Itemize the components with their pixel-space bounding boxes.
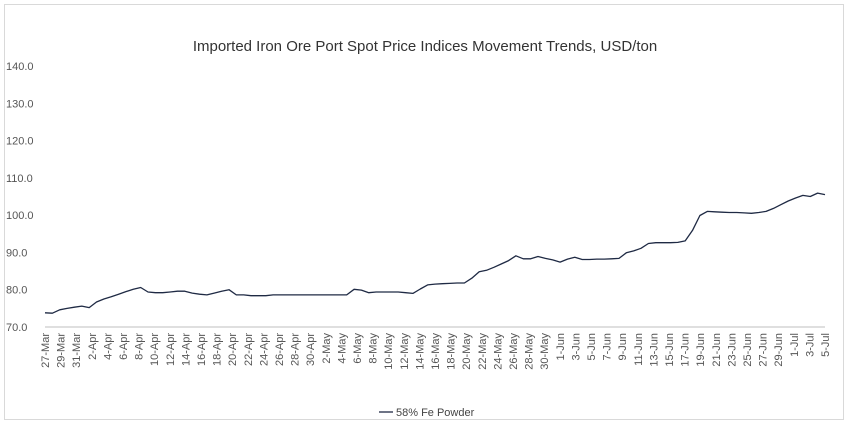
- y-tick-label: 100.0: [6, 210, 34, 222]
- x-tick-label: 4-Apr: [102, 333, 114, 360]
- x-tick-label: 30-May: [539, 333, 551, 370]
- chart-title: Imported Iron Ore Port Spot Price Indice…: [193, 38, 657, 55]
- x-tick-label: 16-Apr: [196, 333, 208, 366]
- x-tick-label: 30-Apr: [305, 333, 317, 366]
- x-tick-label: 1-Jun: [555, 333, 567, 361]
- x-tick-label: 19-Jun: [695, 333, 707, 367]
- x-tick-label: 26-Apr: [274, 333, 286, 366]
- x-tick-label: 20-May: [461, 333, 473, 370]
- y-tick-label: 70.0: [6, 322, 27, 334]
- y-tick-label: 90.0: [6, 247, 27, 259]
- x-tick-label: 22-Apr: [243, 333, 255, 366]
- x-tick-label: 14-Apr: [180, 333, 192, 366]
- x-tick-label: 18-May: [446, 333, 458, 370]
- x-tick-label: 3-Jun: [570, 333, 582, 361]
- x-tick-label: 25-Jun: [742, 333, 754, 367]
- x-tick-label: 3-Jul: [804, 333, 816, 357]
- x-tick-label: 7-Jun: [602, 333, 614, 361]
- series-line-58-fe-powder: [44, 192, 826, 314]
- x-tick-label: 27-Jun: [758, 333, 770, 367]
- x-tick-label: 20-Apr: [227, 333, 239, 366]
- x-tick-label: 1-Jul: [789, 333, 801, 357]
- x-tick-label: 9-Jun: [617, 333, 629, 361]
- x-tick-label: 6-May: [352, 333, 364, 364]
- chart-frame: [4, 4, 844, 420]
- x-tick-label: 29-Mar: [56, 333, 68, 368]
- x-tick-label: 10-Apr: [149, 333, 161, 366]
- x-tick-label: 24-May: [492, 333, 504, 370]
- x-tick-label: 4-May: [336, 333, 348, 364]
- x-tick-label: 8-May: [368, 333, 380, 364]
- x-tick-label: 11-Jun: [633, 333, 645, 366]
- x-tick-label: 21-Jun: [711, 333, 723, 367]
- x-tick-label: 13-Jun: [648, 333, 660, 367]
- x-tick-label: 12-May: [399, 333, 411, 370]
- x-tick-label: 10-May: [383, 333, 395, 370]
- x-tick-label: 6-Apr: [118, 333, 130, 360]
- x-tick-label: 8-Apr: [134, 333, 146, 360]
- y-tick-label: 130.0: [6, 98, 34, 110]
- x-tick-label: 2-Apr: [87, 333, 99, 360]
- x-tick-label: 5-Jun: [586, 333, 598, 361]
- x-axis-ticks: 27-Mar 29-Mar 31-Mar 2-Apr 4-Apr 6-Apr 8-Apr 10…: [40, 333, 832, 370]
- x-tick-label: 14-May: [414, 333, 426, 370]
- x-tick-label: 5-Jul: [820, 333, 832, 357]
- y-tick-label: 110.0: [6, 173, 33, 185]
- legend: 58% Fe Powder: [379, 407, 475, 419]
- y-tick-label: 120.0: [6, 136, 34, 148]
- x-tick-label: 16-May: [430, 333, 442, 370]
- x-tick-label: 31-Mar: [71, 333, 83, 368]
- x-tick-label: 24-Apr: [258, 333, 270, 366]
- x-tick-label: 22-May: [477, 333, 489, 370]
- x-tick-label: 17-Jun: [680, 333, 692, 367]
- x-tick-label: 28-May: [524, 333, 536, 370]
- x-tick-label: 27-Mar: [40, 333, 52, 368]
- x-tick-label: 26-May: [508, 333, 520, 370]
- x-tick-label: 2-May: [321, 333, 333, 364]
- y-tick-label: 80.0: [6, 285, 27, 297]
- x-tick-label: 29-Jun: [773, 333, 785, 367]
- x-tick-label: 23-Jun: [726, 333, 738, 367]
- x-tick-label: 28-Apr: [290, 333, 302, 366]
- x-tick-label: 18-Apr: [212, 333, 224, 366]
- legend-label: 58% Fe Powder: [396, 407, 475, 419]
- x-tick-label: 12-Apr: [165, 333, 177, 366]
- y-axis-ticks: 70.0 80.0 90.0 100.0 110.0 120.0 130.0 140.0: [6, 61, 34, 334]
- x-tick-label: 15-Jun: [664, 333, 676, 367]
- y-tick-label: 140.0: [6, 61, 34, 73]
